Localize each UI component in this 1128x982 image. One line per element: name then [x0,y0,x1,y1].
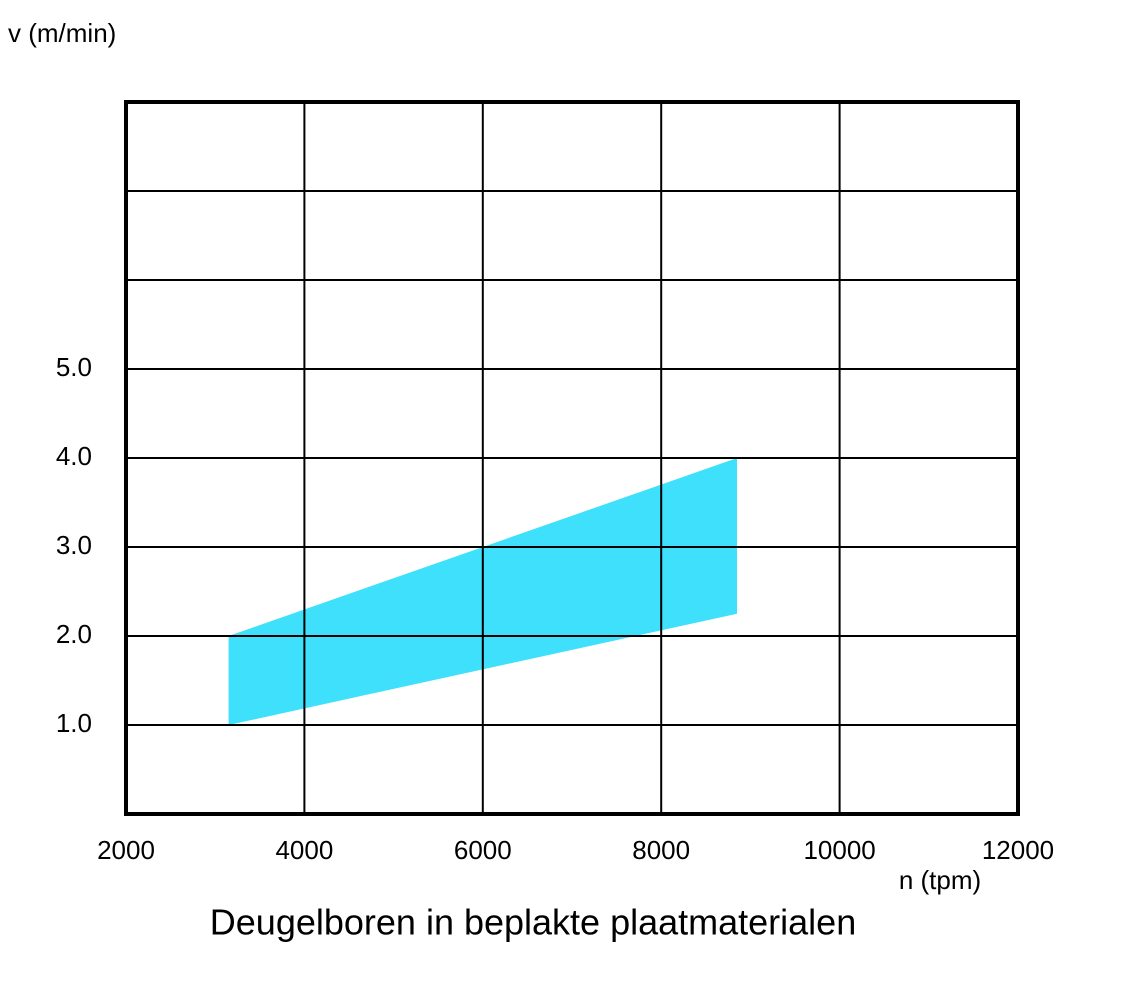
x-tick-label: 8000 [632,835,690,865]
chart-title: Deugelboren in beplakte plaatmaterialen [210,902,856,943]
y-tick-label: 5.0 [56,352,92,382]
x-tick-label: 12000 [982,835,1054,865]
x-axis-label: n (tpm) [899,865,981,895]
plot-area: 1.0 2.0 3.0 4.0 5.0 2000 4000 6000 8000 10000 1200… [56,100,1054,865]
x-tick-label: 2000 [97,835,155,865]
x-tick-label: 10000 [803,835,875,865]
x-tick-label: 4000 [275,835,333,865]
y-tick-label: 2.0 [56,619,92,649]
y-tick-label: 3.0 [56,530,92,560]
x-tick-label: 6000 [454,835,512,865]
y-axis-label: v (m/min) [8,18,116,48]
plot-frame [124,100,1020,816]
y-tick-label: 4.0 [56,441,92,471]
y-tick-label: 1.0 [56,708,92,738]
